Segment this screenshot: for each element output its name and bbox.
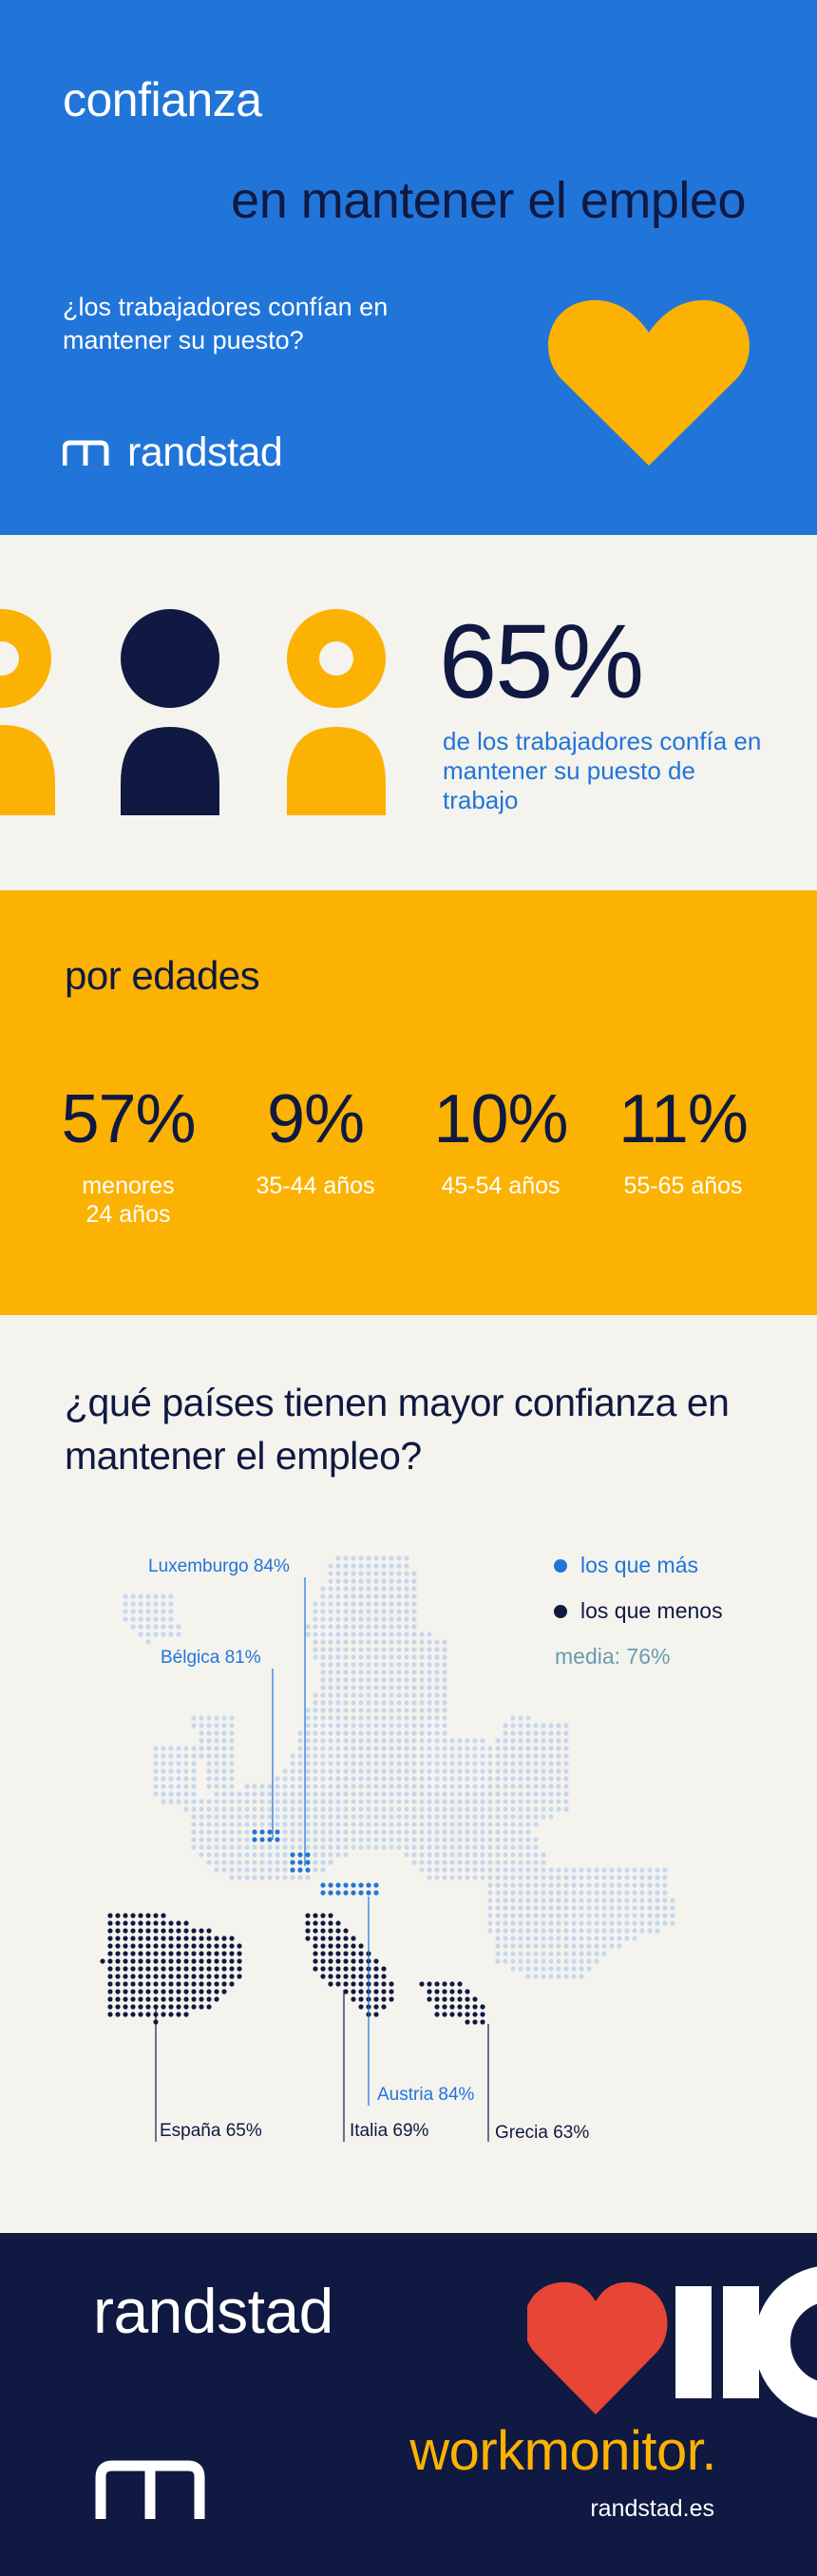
header-section: confianza en mantener el empleo ¿los tra… [0, 0, 817, 535]
countries-section: ¿qué países tienen mayor confianza en ma… [0, 1315, 817, 2233]
footer-brand: randstad [93, 2276, 333, 2346]
legend-average-label: media: 76% [555, 1644, 671, 1669]
randstad-logo: randstad [63, 429, 283, 476]
callout-austria: Austria 84% [377, 2085, 475, 2105]
age-value: 10% [433, 1081, 568, 1157]
legend-more: los que más [554, 1553, 698, 1578]
europe-dot-map [100, 1555, 675, 2142]
legend-less: los que menos [554, 1598, 723, 1624]
workmonitor-wordmark: workmonitor. [409, 2420, 716, 2482]
footer-site: randstad.es [590, 2495, 714, 2522]
ages-section: por edades 57% menores 24 años 9% 35-44 … [0, 890, 817, 1315]
ages-title: por edades [65, 953, 260, 998]
age-value: 9% [266, 1081, 365, 1157]
heart-icon [548, 299, 750, 466]
callout-grecia: Grecia 63% [495, 2123, 590, 2143]
age-group-item: 10% 45-54 años [410, 1080, 591, 1200]
page-title: confianza [63, 73, 262, 126]
legend-more-label: los que más [580, 1553, 699, 1577]
randstad-mark-icon [63, 440, 109, 466]
stat-description: de los trabajadores confía en mantener s… [443, 727, 762, 814]
footer-section: randstad workmonitor. randstad.es [0, 2233, 817, 2576]
age-label: 55-65 años [623, 1173, 743, 1199]
brand-wordmark: randstad [127, 429, 283, 475]
legend-less-label: los que menos [580, 1598, 723, 1623]
header-question: ¿los trabajadores confían en mantener su… [63, 293, 389, 354]
age-value: 11% [618, 1081, 749, 1157]
callout-belgica: Bélgica 81% [161, 1648, 261, 1668]
callout-luxemburgo: Luxemburgo 84% [148, 1556, 290, 1576]
randstad-mark-icon [95, 2460, 205, 2519]
age-label: 45-54 años [441, 1173, 560, 1199]
age-label: 35-44 años [256, 1173, 375, 1199]
legend-average: media: 76% [555, 1644, 670, 1670]
people-icon [0, 609, 386, 815]
callout-italia: Italia 69% [350, 2121, 429, 2141]
age-value: 57% [61, 1081, 196, 1157]
age-group-item: 9% 35-44 años [225, 1080, 406, 1200]
confidence-stat-section: 65% de los trabajadores confía en manten… [0, 535, 817, 890]
legend-dot-icon [554, 1604, 567, 1618]
age-group-item: 11% 55-65 años [593, 1080, 773, 1200]
callout-espana: España 65% [160, 2121, 262, 2141]
legend-dot-icon [554, 1558, 567, 1573]
workmonitor-logo-icon [527, 2266, 817, 2418]
countries-title: ¿qué países tienen mayor confianza en ma… [65, 1381, 730, 1478]
age-label: menores 24 años [82, 1173, 175, 1228]
stat-value: 65% [439, 603, 644, 720]
page-subtitle: en mantener el empleo [231, 172, 746, 229]
age-group-item: 57% menores 24 años [38, 1080, 218, 1229]
